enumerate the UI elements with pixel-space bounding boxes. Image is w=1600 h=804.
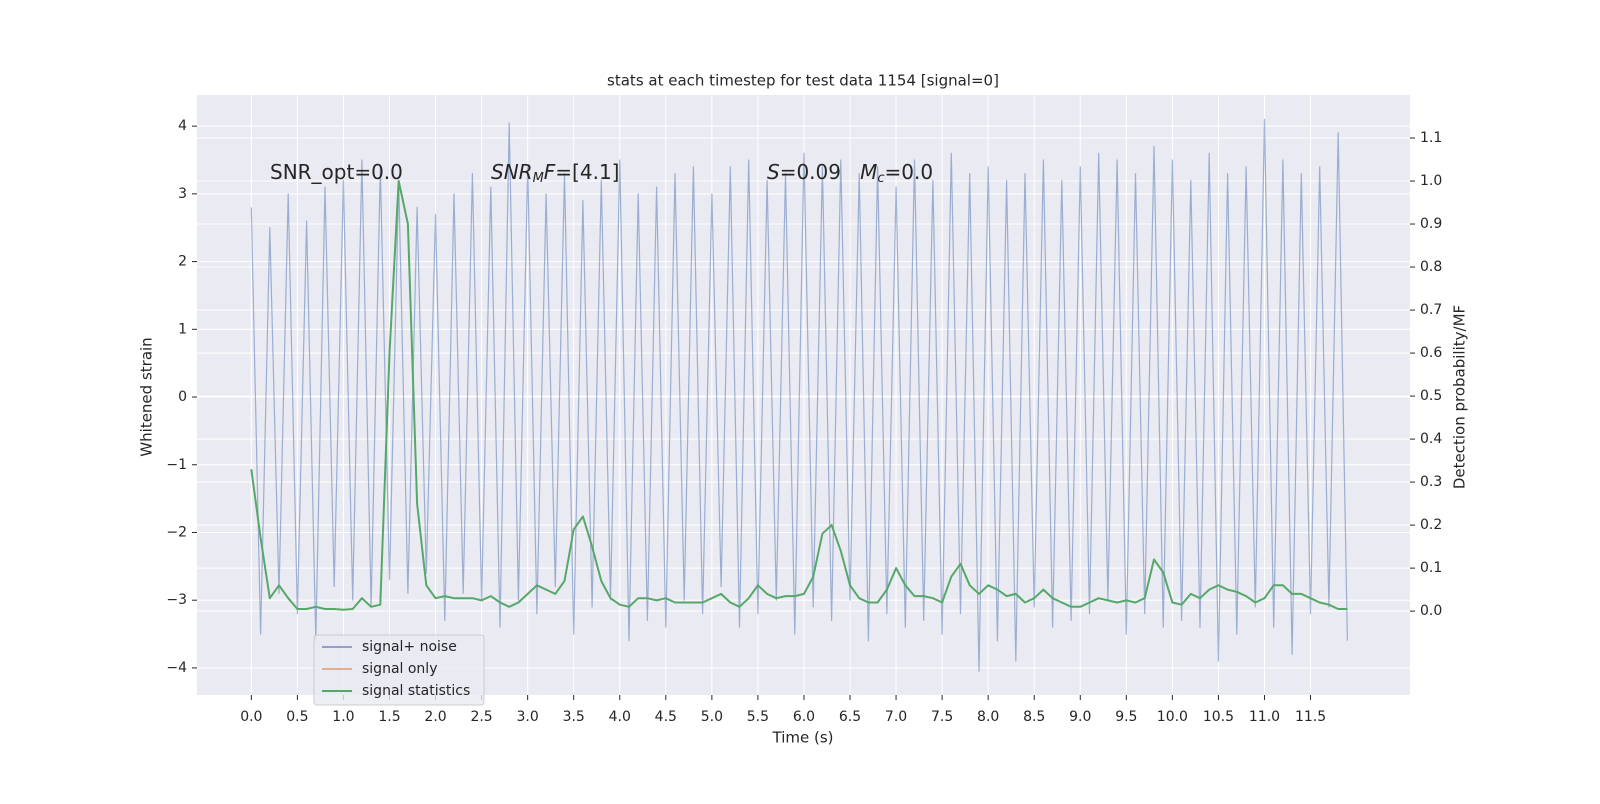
y2-tick-label: 0.3: [1420, 474, 1442, 490]
y2-tick-label: 0.4: [1420, 431, 1442, 447]
y2-tick-label: 0.8: [1420, 259, 1442, 275]
annotation-part: =[4.1]: [555, 160, 619, 184]
y-tick-label: −2: [166, 524, 187, 540]
marks: [250, 118, 1348, 672]
legend-box: [313, 634, 485, 706]
annotation-part: SNR: [491, 160, 533, 184]
legend-label: signal statistics: [362, 683, 470, 699]
x-tick-label: 3.5: [563, 709, 585, 725]
series-line: [250, 180, 1348, 611]
y-tick-label: 1: [178, 321, 187, 337]
x-tick-label: 10.5: [1203, 709, 1234, 725]
series-line: [250, 118, 1348, 672]
annotation: S=0.09 Mc=0.0: [767, 160, 933, 186]
annotation-part: S: [767, 160, 780, 184]
y-axis-label: Whitened strain: [138, 337, 156, 456]
x-tick-label: 8.0: [977, 709, 999, 725]
y2-tick-label: 0.1: [1420, 560, 1442, 576]
x-tick-label: 2.5: [470, 709, 492, 725]
annotation-part: =0.09: [780, 160, 860, 184]
y2-tick-label: 0.7: [1420, 302, 1442, 318]
x-tick-label: 3.0: [517, 709, 539, 725]
x-tick-label: 9.5: [1115, 709, 1137, 725]
chart-title: stats at each timestep for test data 115…: [607, 72, 999, 90]
annotation-part: SNR_opt=0.0: [270, 160, 403, 184]
y-tick-label: −4: [166, 660, 187, 676]
x-tick-label: 4.0: [609, 709, 631, 725]
y2-axis-label: Detection probability/MF: [1451, 305, 1469, 489]
y2-tick-label: 0.0: [1420, 603, 1442, 619]
y-tick-label: −3: [166, 592, 187, 608]
y2-tick-label: 0.9: [1420, 216, 1442, 232]
annotation: SNRMF=[4.1]: [491, 160, 619, 186]
legend-label: signal only: [362, 661, 437, 677]
annotation: SNR_opt=0.0: [270, 160, 403, 184]
annotation-part: M: [860, 160, 877, 184]
y-tick-label: 0: [178, 389, 187, 405]
y2-tick-label: 0.6: [1420, 345, 1442, 361]
annotation-part: F: [544, 160, 556, 184]
y-tick-label: 4: [178, 118, 187, 134]
x-tick-label: 5.5: [747, 709, 769, 725]
legend: signal+ noise signal only signal statistic…: [313, 634, 485, 706]
x-tick-label: 11.5: [1295, 709, 1326, 725]
annotation-part: =0.0: [885, 160, 934, 184]
y-tick-label: 2: [178, 254, 187, 270]
x-tick-label: 9.0: [1069, 709, 1091, 725]
x-tick-label: 7.0: [885, 709, 907, 725]
x-tick-label: 4.5: [655, 709, 677, 725]
x-axis-label: Time (s): [772, 729, 834, 747]
y2-tick-label: 1.1: [1420, 130, 1442, 146]
x-tick-label: 7.5: [931, 709, 953, 725]
x-tick-label: 0.0: [240, 709, 262, 725]
annotation-part: M: [533, 171, 544, 186]
legend-label: signal+ noise: [362, 639, 457, 655]
labels: 0.0 0.5 1.0 1.5 2.0 2.5 3.0 3.5 4.0 4.5 5.0 5.5 6.0 6…: [166, 118, 1442, 725]
y-tick-label: 3: [178, 186, 187, 202]
y-tick-label: −1: [166, 457, 187, 473]
x-tick-label: 8.5: [1023, 709, 1045, 725]
x-tick-label: 1.5: [378, 709, 400, 725]
y2-tick-label: 0.2: [1420, 517, 1442, 533]
x-tick-label: 11.0: [1249, 709, 1280, 725]
x-tick-label: 6.5: [839, 709, 861, 725]
y2-tick-label: 1.0: [1420, 173, 1442, 189]
x-tick-label: 0.5: [286, 709, 308, 725]
x-tick-label: 5.0: [701, 709, 723, 725]
y2-tick-label: 0.5: [1420, 388, 1442, 404]
x-tick-label: 10.0: [1157, 709, 1188, 725]
x-tick-label: 1.0: [332, 709, 354, 725]
x-tick-label: 6.0: [793, 709, 815, 725]
annotation-part: c: [877, 171, 884, 186]
x-tick-label: 2.0: [424, 709, 446, 725]
